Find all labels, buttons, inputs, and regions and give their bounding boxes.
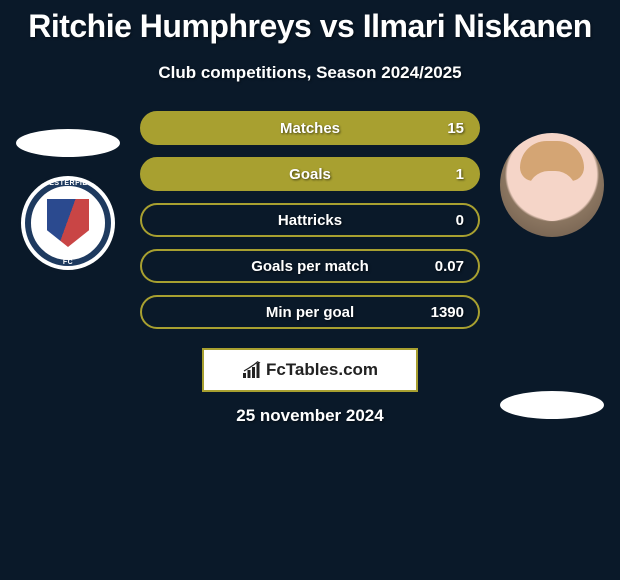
page-title: Ritchie Humphreys vs Ilmari Niskanen [0,0,620,45]
left-club-badge: CHESTERFIELD FC [18,173,118,273]
left-player-placeholder [16,129,120,157]
stat-value-right: 1390 [431,304,464,321]
right-player-avatar [500,133,604,237]
subtitle: Club competitions, Season 2024/2025 [0,63,620,83]
right-player-column [492,111,612,419]
stat-row-goals-per-match: Goals per match 0.07 [140,249,480,283]
club-badge-inner [37,192,99,254]
stat-row-hattricks: Hattricks 0 [140,203,480,237]
stat-label: Min per goal [266,304,354,321]
stats-column: Matches 15 Goals 1 Hattricks 0 Goals per… [140,111,480,341]
stat-value-right: 1 [456,166,464,183]
stat-label: Hattricks [278,212,342,229]
stat-label: Matches [280,120,340,137]
stat-label: Goals per match [251,258,369,275]
left-player-column: CHESTERFIELD FC [8,111,128,273]
date-text: 25 november 2024 [0,406,620,426]
stat-row-goals: Goals 1 [140,157,480,191]
brand-text: FcTables.com [266,360,378,380]
club-badge-top-text: CHESTERFIELD [21,180,115,187]
brand-chart-icon [242,361,262,379]
content-area: CHESTERFIELD FC Matches 15 Goals 1 Hattr… [0,111,620,451]
stat-value-right: 15 [447,120,464,137]
stat-label: Goals [289,166,331,183]
brand-box: FcTables.com [202,348,418,392]
club-badge-bottom-text: FC [21,259,115,266]
stat-row-min-per-goal: Min per goal 1390 [140,295,480,329]
stat-value-right: 0.07 [435,258,464,275]
club-badge-shield-icon [47,199,89,247]
stat-value-right: 0 [456,212,464,229]
stat-row-matches: Matches 15 [140,111,480,145]
